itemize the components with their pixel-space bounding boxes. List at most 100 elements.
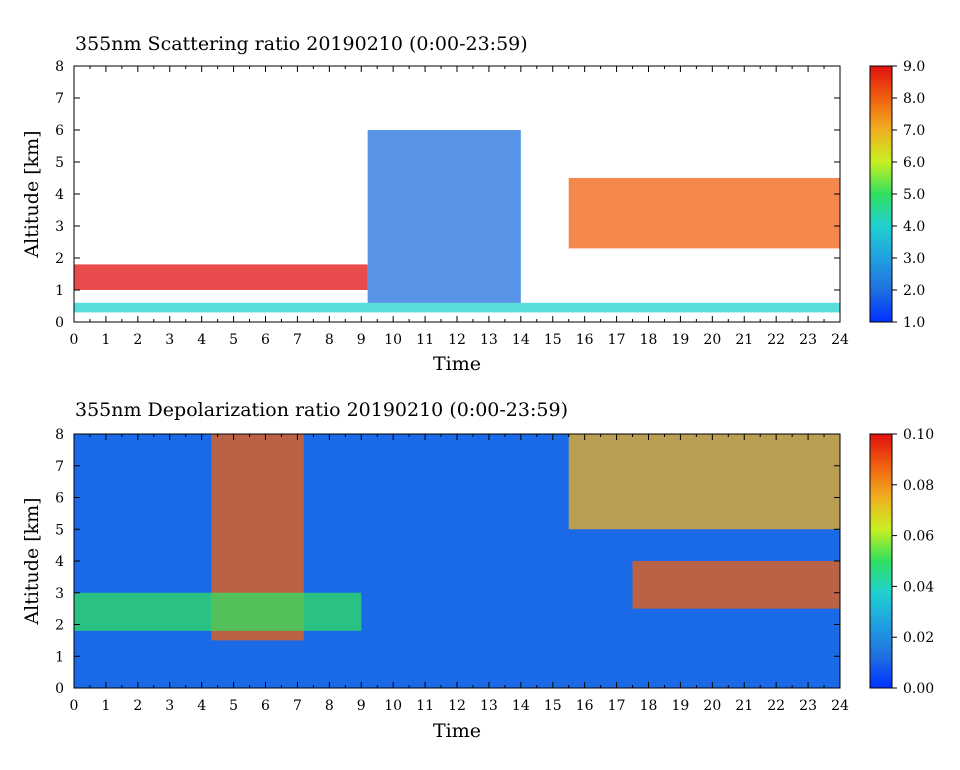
colorbar-tick-label: 0.08 — [903, 478, 934, 494]
y-axis-label: Altitude [km] — [21, 130, 43, 258]
chart-title: 355nm Scattering ratio 20190210 (0:00-23… — [75, 33, 528, 55]
x-tick-label: 12 — [448, 332, 466, 348]
y-tick-label: 8 — [55, 59, 64, 75]
x-tick-label: 17 — [608, 332, 626, 348]
region-mixed-layer — [74, 592, 362, 631]
x-tick-label: 21 — [735, 698, 753, 714]
x-tick-label: 13 — [480, 332, 498, 348]
x-axis-label: Time — [433, 720, 481, 742]
x-tick-label: 5 — [229, 332, 238, 348]
y-axis: 0 1 2 3 4 5 6 7 8 — [55, 59, 840, 331]
y-tick-label: 5 — [55, 522, 64, 538]
x-tick-label: 7 — [293, 332, 302, 348]
region-low-cloud-top — [74, 264, 368, 290]
x-tick-label: 3 — [165, 332, 174, 348]
colorbar-tick-label: 7.0 — [903, 123, 925, 139]
x-tick-label: 18 — [640, 698, 658, 714]
colorbar-ticks: 0.00 0.02 0.04 0.06 0.08 0.10 — [892, 427, 934, 697]
x-tick-label: 12 — [448, 698, 466, 714]
x-tick-label: 6 — [261, 332, 270, 348]
y-tick-label: 4 — [55, 187, 64, 203]
x-tick-label: 17 — [608, 698, 626, 714]
x-tick-label: 16 — [576, 698, 594, 714]
x-tick-label: 6 — [261, 698, 270, 714]
y-tick-label: 5 — [55, 155, 64, 171]
colorbar-tick-label: 2.0 — [903, 283, 925, 299]
x-tick-label: 23 — [799, 698, 817, 714]
y-tick-label: 0 — [55, 315, 64, 331]
x-tick-label: 13 — [480, 698, 498, 714]
x-tick-label: 19 — [672, 332, 690, 348]
x-axis: 0 1 2 3 4 5 6 7 8 9 10 11 12 13 14 15 16 17 18 19 20 21 22 23 24 — [70, 434, 849, 714]
region-boundary-layer — [74, 302, 840, 313]
chart-title: 355nm Depolarization ratio 20190210 (0:0… — [75, 399, 568, 421]
x-tick-label: 11 — [416, 332, 434, 348]
x-tick-label: 2 — [133, 332, 142, 348]
x-tick-label: 7 — [293, 698, 302, 714]
y-tick-label: 8 — [55, 427, 64, 443]
x-tick-label: 16 — [576, 332, 594, 348]
colorbar-tick-label: 6.0 — [903, 155, 925, 171]
x-tick-label: 18 — [640, 332, 658, 348]
y-tick-label: 4 — [55, 554, 64, 570]
y-tick-label: 6 — [55, 123, 64, 139]
region-cirrus-deck — [367, 130, 521, 303]
colorbar-tick-label: 0.06 — [903, 529, 934, 545]
x-tick-label: 14 — [512, 698, 530, 714]
y-axis: 0 1 2 3 4 5 6 7 8 — [55, 427, 840, 697]
x-tick-label: 8 — [325, 698, 334, 714]
x-tick-label: 22 — [767, 332, 785, 348]
colorbar — [869, 65, 893, 323]
x-tick-label: 8 — [325, 332, 334, 348]
colorbar-tick-label: 8.0 — [903, 91, 925, 107]
x-tick-label: 15 — [544, 698, 562, 714]
colorbar-tick-label: 5.0 — [903, 187, 925, 203]
x-tick-label: 15 — [544, 332, 562, 348]
x-tick-label: 19 — [672, 698, 690, 714]
colorbar-tick-label: 4.0 — [903, 219, 925, 235]
x-tick-label: 4 — [197, 698, 206, 714]
x-tick-label: 10 — [384, 698, 402, 714]
x-tick-label: 20 — [703, 332, 721, 348]
x-axis: 0 1 2 3 4 5 6 7 8 9 10 11 12 13 14 15 16 17 18 19 20 21 22 23 24 — [70, 66, 849, 348]
y-tick-label: 0 — [55, 681, 64, 697]
colorbar — [869, 433, 893, 689]
colorbar-tick-label: 0.00 — [903, 681, 934, 697]
x-tick-label: 0 — [70, 698, 79, 714]
y-tick-label: 7 — [55, 459, 64, 475]
colorbar-tick-label: 1.0 — [903, 315, 925, 331]
x-tick-label: 22 — [767, 698, 785, 714]
x-tick-label: 20 — [703, 698, 721, 714]
x-tick-label: 0 — [70, 332, 79, 348]
x-tick-label: 14 — [512, 332, 530, 348]
colorbar-tick-label: 0.10 — [903, 427, 934, 443]
plot-regions — [74, 130, 840, 313]
y-tick-label: 3 — [55, 219, 64, 235]
y-axis-label: Altitude [km] — [21, 497, 43, 625]
scattering-ratio-panel: 355nm Scattering ratio 20190210 (0:00-23… — [21, 33, 925, 375]
x-tick-label: 9 — [357, 332, 366, 348]
colorbar-tick-label: 9.0 — [903, 59, 925, 75]
colorbar-ticks: 1.0 2.0 3.0 4.0 5.0 6.0 7.0 8.0 9.0 — [892, 59, 925, 331]
y-tick-label: 6 — [55, 491, 64, 507]
x-axis-label: Time — [433, 353, 481, 375]
x-tick-label: 9 — [357, 698, 366, 714]
x-tick-label: 1 — [101, 698, 110, 714]
region-upper-noise — [568, 434, 840, 530]
x-tick-label: 11 — [416, 698, 434, 714]
x-tick-label: 3 — [165, 698, 174, 714]
x-tick-label: 2 — [133, 698, 142, 714]
y-tick-label: 1 — [55, 649, 64, 665]
x-tick-label: 4 — [197, 332, 206, 348]
y-tick-label: 3 — [55, 586, 64, 602]
y-tick-label: 2 — [55, 251, 64, 267]
plot-regions — [74, 434, 840, 641]
y-tick-label: 1 — [55, 283, 64, 299]
colorbar-tick-label: 0.02 — [903, 630, 934, 646]
depolarization-ratio-panel: 355nm Depolarization ratio 20190210 (0:0… — [21, 399, 934, 742]
colorbar-tick-label: 3.0 — [903, 251, 925, 267]
region-high-cloud — [568, 178, 840, 249]
region-ice-cloud-late — [632, 561, 840, 609]
x-tick-label: 23 — [799, 332, 817, 348]
x-tick-label: 10 — [384, 332, 402, 348]
